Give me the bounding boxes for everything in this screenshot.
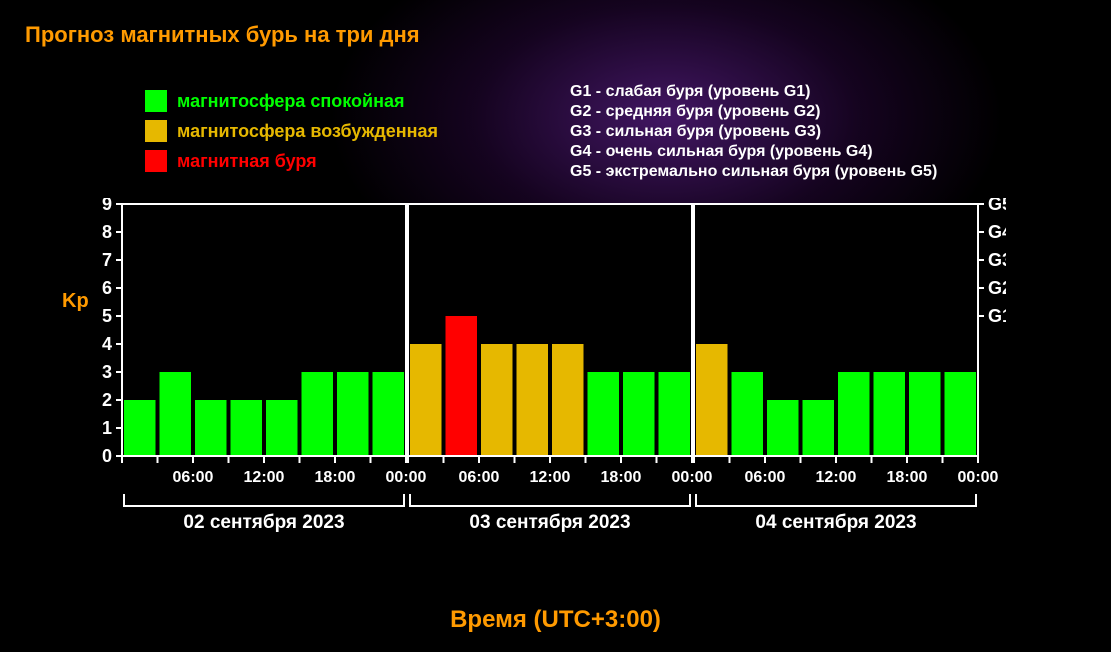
g-level-description: G3 - сильная буря (уровень G3)	[570, 122, 937, 142]
kp-bar	[696, 344, 728, 456]
g-tick-label: G1	[988, 306, 1006, 326]
time-label: 00:00	[386, 469, 427, 486]
y-tick-label: 6	[102, 278, 112, 298]
kp-bar	[266, 400, 298, 456]
date-label: 02 сентября 2023	[183, 512, 344, 533]
y-tick-label: 0	[102, 446, 112, 466]
kp-bar	[302, 372, 334, 456]
legend-label: магнитная буря	[177, 151, 317, 172]
kp-bar	[517, 344, 549, 456]
time-label: 12:00	[816, 469, 857, 486]
kp-bar	[909, 372, 941, 456]
kp-bar	[195, 400, 227, 456]
legend-swatch	[145, 150, 167, 172]
y-tick-label: 3	[102, 362, 112, 382]
kp-bar	[410, 344, 442, 456]
date-label: 04 сентября 2023	[755, 512, 916, 533]
y-tick-label: 2	[102, 390, 112, 410]
legend-g-levels: G1 - слабая буря (уровень G1)G2 - средня…	[570, 82, 937, 182]
legend-item: магнитосфера спокойная	[145, 86, 438, 116]
kp-bar	[874, 372, 906, 456]
kp-bar	[231, 400, 263, 456]
time-label: 06:00	[745, 469, 786, 486]
kp-bar	[588, 372, 620, 456]
g-tick-label: G2	[988, 278, 1006, 298]
legend-label: магнитосфера возбужденная	[177, 121, 438, 142]
kp-bar	[446, 316, 478, 456]
g-tick-label: G3	[988, 250, 1006, 270]
date-bracket	[696, 494, 976, 506]
y-tick-label: 1	[102, 418, 112, 438]
kp-bar	[373, 372, 405, 456]
date-bracket	[410, 494, 690, 506]
time-label: 12:00	[244, 469, 285, 486]
legend-item: магнитная буря	[145, 146, 438, 176]
kp-forecast-chart: 0 1 2 3 4 5 6 7 8 9 G1 G2 G3 G4 G5 06:00 12:00 18:00 00:00…	[94, 198, 1006, 598]
y-tick-label: 8	[102, 222, 112, 242]
kp-bar	[160, 372, 192, 456]
time-label: 18:00	[887, 469, 928, 486]
legend-label: магнитосфера спокойная	[177, 91, 405, 112]
legend-swatch	[145, 120, 167, 142]
date-label: 03 сентября 2023	[469, 512, 630, 533]
g-level-description: G4 - очень сильная буря (уровень G4)	[570, 142, 937, 162]
y-tick-label: 9	[102, 198, 112, 214]
kp-bar	[659, 372, 691, 456]
time-label: 06:00	[173, 469, 214, 486]
y-tick-label: 7	[102, 250, 112, 270]
g-level-description: G2 - средняя буря (уровень G2)	[570, 102, 937, 122]
legend-states: магнитосфера спокойная магнитосфера возбу…	[145, 86, 438, 176]
time-label: 00:00	[672, 469, 713, 486]
kp-bar	[552, 344, 584, 456]
time-label: 18:00	[601, 469, 642, 486]
kp-bar	[732, 372, 764, 456]
y-tick-label: 4	[102, 334, 112, 354]
g-level-description: G1 - слабая буря (уровень G1)	[570, 82, 937, 102]
time-label: 00:00	[958, 469, 999, 486]
kp-bar	[337, 372, 369, 456]
kp-bar	[481, 344, 513, 456]
y-tick-label: 5	[102, 306, 112, 326]
kp-bar	[838, 372, 870, 456]
kp-bar	[803, 400, 835, 456]
time-label: 06:00	[459, 469, 500, 486]
time-label: 18:00	[315, 469, 356, 486]
kp-bar	[623, 372, 655, 456]
g-tick-label: G4	[988, 222, 1006, 242]
y-axis-label: Kр	[62, 290, 89, 313]
legend-swatch	[145, 90, 167, 112]
x-axis-title: Время (UTC+3:00)	[0, 606, 1111, 634]
page-title: Прогноз магнитных бурь на три дня	[25, 22, 420, 48]
time-label: 12:00	[530, 469, 571, 486]
legend-item: магнитосфера возбужденная	[145, 116, 438, 146]
g-level-description: G5 - экстремально сильная буря (уровень …	[570, 162, 937, 182]
kp-bar	[124, 400, 156, 456]
kp-bar	[945, 372, 977, 456]
kp-bar	[767, 400, 799, 456]
g-tick-label: G5	[988, 198, 1006, 214]
date-bracket	[124, 494, 404, 506]
